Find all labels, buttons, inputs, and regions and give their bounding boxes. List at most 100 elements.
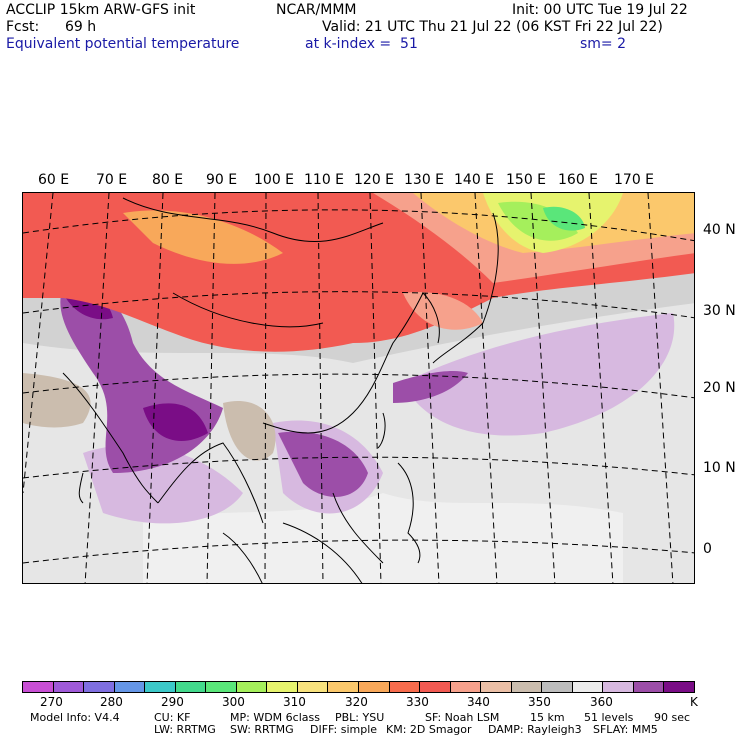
smoothing-label: sm= 2: [580, 36, 627, 52]
lat-label: 0: [703, 541, 712, 557]
footer-item: SW: RRTMG: [230, 723, 294, 736]
lon-label: 110 E: [304, 172, 345, 188]
footer-item: CU: KF: [154, 711, 191, 724]
coastlines: [62, 197, 499, 583]
footer-item: DAMP: Rayleigh3: [488, 723, 582, 736]
field-name: Equivalent potential temperature: [6, 36, 240, 52]
lon-label: 160 E: [558, 172, 599, 188]
lat-label: 30 N: [703, 303, 736, 319]
colorbar-segment: [53, 682, 85, 692]
parallel-line: [23, 539, 694, 564]
colorbar-segment: [633, 682, 665, 692]
footer-item: LW: RRTMG: [154, 723, 216, 736]
colorbar-tick: 290: [161, 695, 184, 709]
colorbar-tick: 310: [283, 695, 306, 709]
colorbar-tick: 280: [100, 695, 123, 709]
init-time: Init: 00 UTC Tue 19 Jul 22: [512, 2, 688, 18]
coastline: [432, 212, 499, 364]
purple-region: [278, 431, 368, 497]
meridian-line: [588, 193, 614, 583]
lon-label: 140 E: [454, 172, 495, 188]
meridian-line: [420, 193, 440, 583]
coastline: [282, 522, 363, 583]
colorbar-segment: [481, 682, 512, 692]
footer-item: 15 km: [530, 711, 565, 724]
meridian-line: [474, 193, 498, 583]
colorbar: [22, 681, 695, 693]
lon-label: 150 E: [506, 172, 547, 188]
coastline: [222, 532, 263, 583]
colorbar-segment: [542, 682, 573, 692]
border-line: [122, 197, 384, 243]
colorbar-tick: 330: [406, 695, 429, 709]
parallel-line: [23, 456, 694, 479]
colorbar-segment: [175, 682, 207, 692]
meridian-line: [23, 193, 54, 494]
footer-item: SF: Noah LSM: [425, 711, 500, 724]
coastline: [377, 412, 386, 449]
equatorial-region: [143, 493, 623, 583]
lon-label: 120 E: [354, 172, 395, 188]
lon-label: 90 E: [206, 172, 238, 188]
coastline: [397, 462, 421, 564]
green-region: [543, 206, 585, 231]
valid-time: Valid: 21 UTC Thu 21 Jul 22 (06 KST Fri …: [322, 19, 663, 35]
meridian-line: [369, 193, 382, 583]
colorbar-tick: 320: [345, 695, 368, 709]
model-title: ACCLIP 15km ARW-GFS init: [6, 2, 196, 18]
border-line: [172, 292, 324, 328]
meridian-line: [146, 193, 164, 583]
meridian-line: [264, 193, 267, 583]
map-canvas: [23, 193, 694, 583]
lon-label: 70 E: [96, 172, 128, 188]
coastline: [62, 372, 159, 504]
colorbar-tick: 300: [222, 695, 245, 709]
parallel-line: [23, 373, 694, 399]
coastline: [262, 292, 424, 434]
terrain-region: [223, 401, 276, 461]
colorbar-tick: 270: [40, 695, 63, 709]
lat-label: 40 N: [703, 222, 736, 238]
colorbar-segment: [420, 682, 451, 692]
dark-purple-region: [143, 403, 208, 441]
coastline: [157, 442, 264, 524]
coastline: [422, 292, 440, 344]
footer-item: MP: WDM 6class: [230, 711, 320, 724]
graticule: [23, 193, 694, 583]
coastline: [78, 472, 84, 504]
footer-item: 51 levels: [584, 711, 634, 724]
forecast-label: Fcst:: [6, 19, 40, 35]
colorbar-segment: [572, 682, 604, 692]
terrain-region: [23, 373, 91, 428]
lon-label: 80 E: [152, 172, 184, 188]
meridian-line: [530, 193, 556, 583]
purple-region: [393, 371, 468, 403]
colorbar-segment: [328, 682, 360, 692]
colorbar-tick: 360: [590, 695, 613, 709]
colorbar-segment: [23, 682, 54, 692]
footer-item: PBL: YSU: [335, 711, 385, 724]
lon-label: 60 E: [38, 172, 70, 188]
lon-label: 130 E: [404, 172, 445, 188]
footer-item: 90 sec: [654, 711, 691, 724]
colorbar-segment: [359, 682, 390, 692]
org-label: NCAR/MMM: [276, 2, 357, 18]
colorbar-segment: [389, 682, 421, 692]
meridian-line: [317, 193, 324, 583]
colorbar-segment: [114, 682, 146, 692]
footer-item: Model Info: V4.4: [30, 711, 120, 724]
colorbar-segment: [511, 682, 543, 692]
forecast-hour: 69 h: [65, 19, 97, 35]
footer-item: SFLAY: MM5: [593, 723, 658, 736]
map-panel: [22, 192, 695, 584]
colorbar-segment: [84, 682, 115, 692]
colorbar-segment: [297, 682, 329, 692]
colorbar-segment: [450, 682, 482, 692]
colorbar-segment: [267, 682, 298, 692]
lon-label: 170 E: [614, 172, 655, 188]
footer-item: DIFF: simple: [310, 723, 378, 736]
salmon-region: [403, 292, 483, 330]
colorbar-segment: [603, 682, 634, 692]
footer-item: KM: 2D Smagor: [386, 723, 472, 736]
colorbar-segment: [206, 682, 237, 692]
